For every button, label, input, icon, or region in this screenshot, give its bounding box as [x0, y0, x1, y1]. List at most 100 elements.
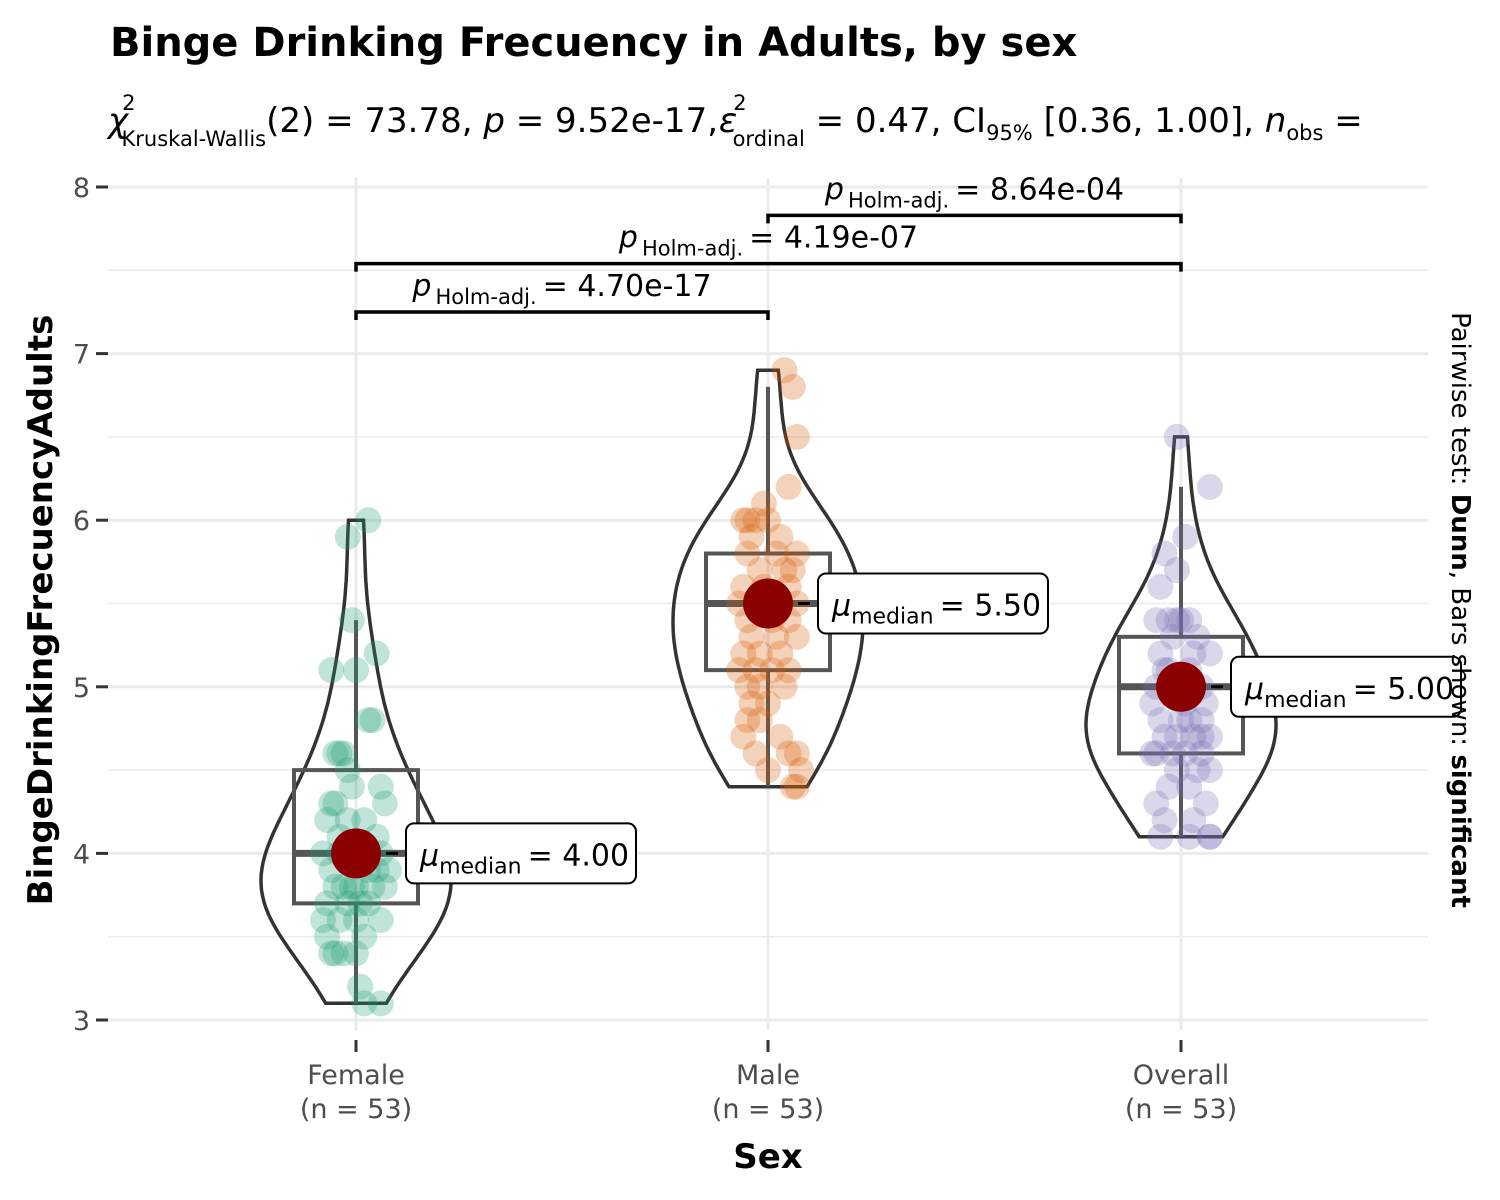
data-point: [1196, 473, 1223, 500]
data-point: [1147, 573, 1174, 600]
data-point: [310, 907, 336, 934]
data-point: [359, 873, 386, 900]
data-point: [1163, 723, 1190, 750]
data-point: [1168, 607, 1194, 634]
data-point: [746, 673, 773, 700]
comparison-label: p Holm-adj. = 4.70e-17: [411, 269, 711, 309]
data-point: [334, 523, 361, 550]
data-point: [343, 873, 369, 900]
violin-male: [671, 368, 865, 789]
data-point: [767, 523, 794, 550]
data-point: [755, 690, 781, 717]
data-point: [1184, 757, 1211, 784]
data-point: [734, 673, 761, 700]
subtitle-stat-sub: Kruskal-Wallis: [122, 127, 267, 151]
y-axis-title: BingeDrinkingFrecuencyAdults: [21, 315, 61, 906]
data-point: [1155, 607, 1182, 634]
data-point: [1147, 707, 1174, 734]
median-value: = 4.00: [528, 838, 629, 873]
data-point: [318, 790, 345, 817]
data-point: [742, 507, 769, 534]
y-tick-label: 8: [73, 173, 90, 204]
data-point: [1176, 607, 1203, 634]
data-point: [1192, 790, 1219, 817]
data-point: [742, 657, 769, 684]
data-point: [742, 740, 769, 767]
median-sub: median: [439, 854, 521, 879]
data-point: [767, 723, 794, 750]
median-label: μmedian = 4.00: [419, 838, 629, 879]
data-point: [771, 557, 798, 584]
data-point: [334, 807, 361, 834]
data-point: [1151, 807, 1178, 834]
data-point: [730, 507, 757, 534]
subtitle-eff-symbol: ε: [719, 101, 737, 141]
data-point: [314, 807, 341, 834]
data-point: [1168, 707, 1194, 734]
data-point: [1196, 823, 1223, 850]
data-point: [371, 790, 398, 817]
data-point: [775, 473, 802, 500]
data-point: [783, 623, 810, 650]
data-point: [1188, 723, 1215, 750]
data-point: [1163, 423, 1190, 450]
median-value: = 5.50: [940, 589, 1041, 624]
data-point: [1196, 640, 1223, 667]
data-point: [1188, 707, 1215, 734]
median-symbol: μ: [419, 838, 439, 873]
x-tick-count: (n = 53): [1125, 1094, 1237, 1125]
subtitle-n-sub: obs: [1286, 121, 1323, 145]
data-point: [330, 740, 357, 767]
data-point: [314, 923, 341, 950]
comparison-p-value: = 4.19e-07: [749, 221, 918, 256]
subtitle-ci-sub: 95%: [986, 121, 1033, 145]
data-point: [367, 907, 394, 934]
data-point: [1176, 773, 1203, 800]
data-point: [334, 890, 361, 917]
data-point: [1172, 523, 1199, 550]
data-point: [771, 673, 798, 700]
median-label-box: [817, 572, 1049, 635]
data-point: [1151, 540, 1178, 567]
pairwise-comparisons: p Holm-adj. = 4.70e-17 p Holm-adj. = 4.19e-07…: [354, 172, 1183, 320]
data-point: [1159, 623, 1186, 650]
data-point: [746, 707, 773, 734]
data-point: [338, 607, 365, 634]
subtitle-eff-sup: 2: [733, 91, 746, 115]
data-point: [322, 790, 349, 817]
data-point: [1188, 740, 1215, 767]
subtitle-n-label: n: [1265, 101, 1287, 141]
data-point: [330, 940, 357, 967]
data-point: [775, 740, 802, 767]
data-point: [351, 990, 378, 1017]
subtitle-n-rest: =: [1323, 101, 1362, 141]
comparison-label: p Holm-adj. = 8.64e-04: [824, 172, 1124, 212]
data-point: [1196, 723, 1223, 750]
data-point: [771, 357, 798, 384]
data-point: [1176, 823, 1203, 850]
subtitle-ci-rest: [0.36, 1.00],: [1033, 101, 1265, 141]
data-point: [322, 940, 349, 967]
data-point: [367, 773, 394, 800]
data-point: [783, 423, 810, 450]
subtitle-eff-rest: = 0.47, CI: [805, 101, 986, 141]
comparison-bar: [766, 213, 1183, 224]
subtitle-stat-rest: (2) = 73.78,: [266, 101, 483, 141]
data-point: [779, 373, 806, 400]
comparison-label: p Holm-adj. = 4.19e-07: [618, 221, 918, 261]
data-point: [1180, 723, 1207, 750]
data-point: [1155, 773, 1182, 800]
data-point: [1163, 757, 1190, 784]
data-point: [746, 640, 773, 667]
median-point: [331, 828, 381, 879]
data-point: [1180, 807, 1207, 834]
chart-title: Binge Drinking Frecuency in Adults, by s…: [110, 20, 1077, 66]
data-point: [755, 757, 781, 784]
median-point: [743, 578, 793, 629]
data-point: [376, 857, 402, 884]
data-point: [322, 873, 349, 900]
data-point: [338, 773, 365, 800]
data-point: [759, 657, 786, 684]
data-point: [730, 640, 757, 667]
comparison-p: p: [824, 172, 844, 207]
